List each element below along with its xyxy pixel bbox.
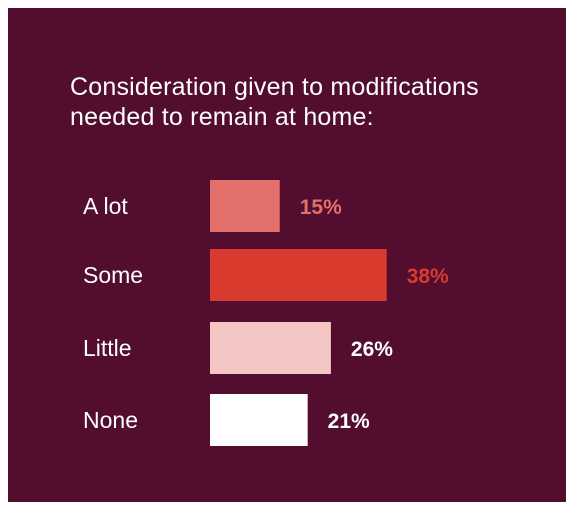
category-label-a-lot: A lot <box>83 193 128 219</box>
bar-a-lot <box>210 180 280 232</box>
chart-title: Consideration given to modifications nee… <box>70 72 540 132</box>
value-label-little: 26% <box>351 338 393 361</box>
bar-some <box>210 249 387 301</box>
category-label-little: Little <box>83 335 132 361</box>
title-line-2: needed to remain at home: <box>70 103 374 131</box>
category-label-none: None <box>83 407 138 433</box>
value-label-a-lot: 15% <box>300 196 342 219</box>
title-line-1: Consideration given to modifications <box>70 73 479 101</box>
bar-none <box>210 394 308 446</box>
category-label-some: Some <box>83 262 143 288</box>
value-label-some: 38% <box>407 265 449 288</box>
value-label-none: 21% <box>328 410 370 433</box>
bar-little <box>210 322 331 374</box>
